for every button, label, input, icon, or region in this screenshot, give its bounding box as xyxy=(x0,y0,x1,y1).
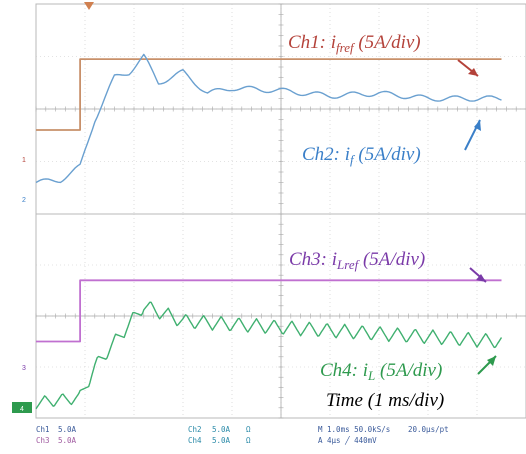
arrowhead-ch4 xyxy=(487,356,496,366)
status-bar: Ch1 5.0A Ch2 5.0A Ω M 1.0ms 50.0kS/s 20.… xyxy=(36,425,449,445)
arrowhead-ch1 xyxy=(468,68,478,76)
trace-ch3 xyxy=(36,279,502,343)
annotation-ch1: Ch1: ifref (5A/div) xyxy=(288,32,479,77)
marker-ch2: 2 xyxy=(22,197,26,204)
annotation-ch2-text: Ch2: if (5A/div) xyxy=(302,144,421,167)
status-ch2-scale: 5.0A xyxy=(212,425,231,434)
time-scale-label: Time (1 ms/div) xyxy=(326,390,444,411)
grid-top xyxy=(35,3,526,215)
status-ch1-scale: 5.0A xyxy=(58,425,77,434)
trace-ch1 xyxy=(36,58,502,131)
annotation-ch3-text: Ch3: iLref (5A/div) xyxy=(289,249,425,272)
marker-ch3: 3 xyxy=(22,365,26,372)
status-resolution: 20.0µs/pt xyxy=(408,425,449,434)
annotation-ch3: Ch3: iLref (5A/div) xyxy=(289,249,487,283)
grid-bottom xyxy=(35,213,526,419)
marker-ch4: 4 xyxy=(20,406,24,413)
status-ch3-label: Ch3 xyxy=(36,436,50,445)
marker-ch1: 1 xyxy=(22,157,26,164)
annotation-ch2: Ch2: if (5A/div) xyxy=(302,119,481,167)
status-ch1-label: Ch1 xyxy=(36,425,50,434)
trace-ch2 xyxy=(35,53,502,184)
traces xyxy=(35,53,503,410)
annotation-ch4: Ch4: iL (5A/div) xyxy=(320,355,497,383)
status-ch3-scale: 5.0A xyxy=(58,436,77,445)
status-ch4-label: Ch4 xyxy=(188,436,202,445)
status-ch2-label: Ch2 xyxy=(188,425,202,434)
trigger-position-marker xyxy=(84,2,94,10)
status-trigger: A 4µs ╱ 440mV xyxy=(318,436,377,445)
ch4-marker-box xyxy=(12,402,32,413)
status-horizontal: M 1.0ms 50.0kS/s xyxy=(318,425,390,434)
status-ch4-scale: 5.0A xyxy=(212,436,231,445)
annotation-ch4-text: Ch4: iL (5A/div) xyxy=(320,360,442,383)
trace-ch4 xyxy=(35,301,503,410)
channel-markers: 1 2 3 4 xyxy=(12,157,32,413)
annotation-ch1-text: Ch1: ifref (5A/div) xyxy=(288,32,421,55)
arrowhead-ch2 xyxy=(474,120,481,131)
status-ch4-impedance: Ω xyxy=(246,436,251,445)
status-ch2-impedance: Ω xyxy=(246,425,251,434)
arrowhead-ch3 xyxy=(476,274,486,282)
